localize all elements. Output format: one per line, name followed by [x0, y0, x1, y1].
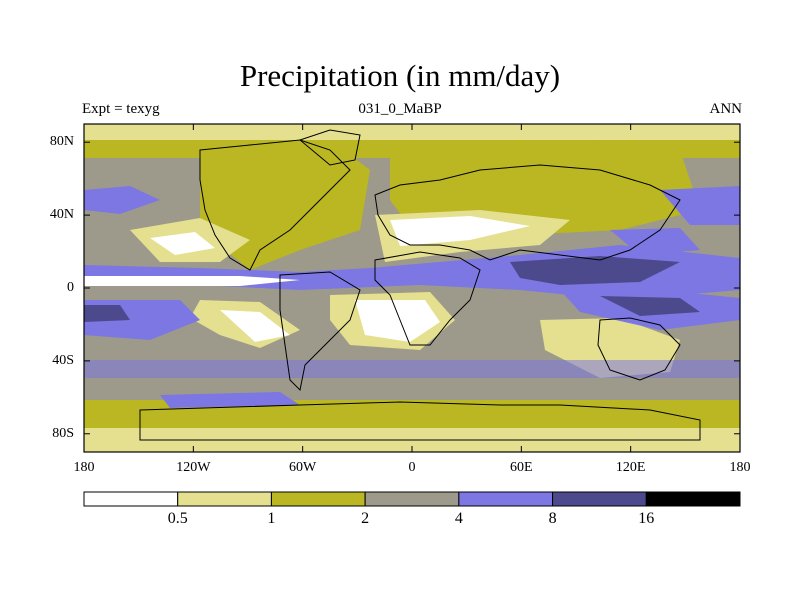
- colorbar-label: 1: [267, 510, 276, 527]
- colorbar-swatch: [270, 491, 366, 507]
- colorbar-swatch: [552, 491, 647, 507]
- colorbar-swatch: [364, 491, 460, 507]
- lon-tick-label: 180: [729, 460, 751, 475]
- colorbar-label: 0.5: [167, 510, 188, 527]
- colorbar-swatch: [177, 491, 272, 507]
- colorbar-label: 16: [638, 510, 655, 527]
- lat-tick-label: 80N: [49, 134, 74, 150]
- lon-tick-label: 120W: [176, 460, 211, 475]
- lat-tick-label: 40S: [52, 352, 74, 368]
- season-label: ANN: [709, 101, 743, 117]
- colorbar-swatch: [645, 491, 741, 507]
- axis-ticks: [83, 124, 741, 452]
- lat-tick-label: 0: [67, 280, 74, 295]
- lat-tick-label: 40N: [49, 207, 74, 223]
- colorbar-swatch: [458, 491, 554, 507]
- colorbar-swatch: [83, 491, 179, 507]
- colorbar: [83, 491, 741, 507]
- colorbar-label: 2: [361, 510, 370, 527]
- lon-tick-label: 60W: [289, 460, 317, 475]
- lon-tick-label: 0: [408, 460, 416, 475]
- colorbar-label: 4: [454, 510, 463, 527]
- time-label: 031_0_MaBP: [358, 101, 442, 117]
- experiment-label: Expt = texyg: [82, 101, 160, 117]
- coastlines: [139, 129, 701, 441]
- precipitation-field: [84, 124, 740, 452]
- lat-tick-label: 80S: [52, 425, 74, 441]
- lon-tick-label: 180: [73, 460, 95, 475]
- lon-tick-label: 60E: [510, 460, 533, 475]
- lon-tick-label: 120E: [615, 460, 646, 475]
- colorbar-label: 8: [548, 510, 557, 527]
- chart-title: Precipitation (in mm/day): [239, 58, 561, 93]
